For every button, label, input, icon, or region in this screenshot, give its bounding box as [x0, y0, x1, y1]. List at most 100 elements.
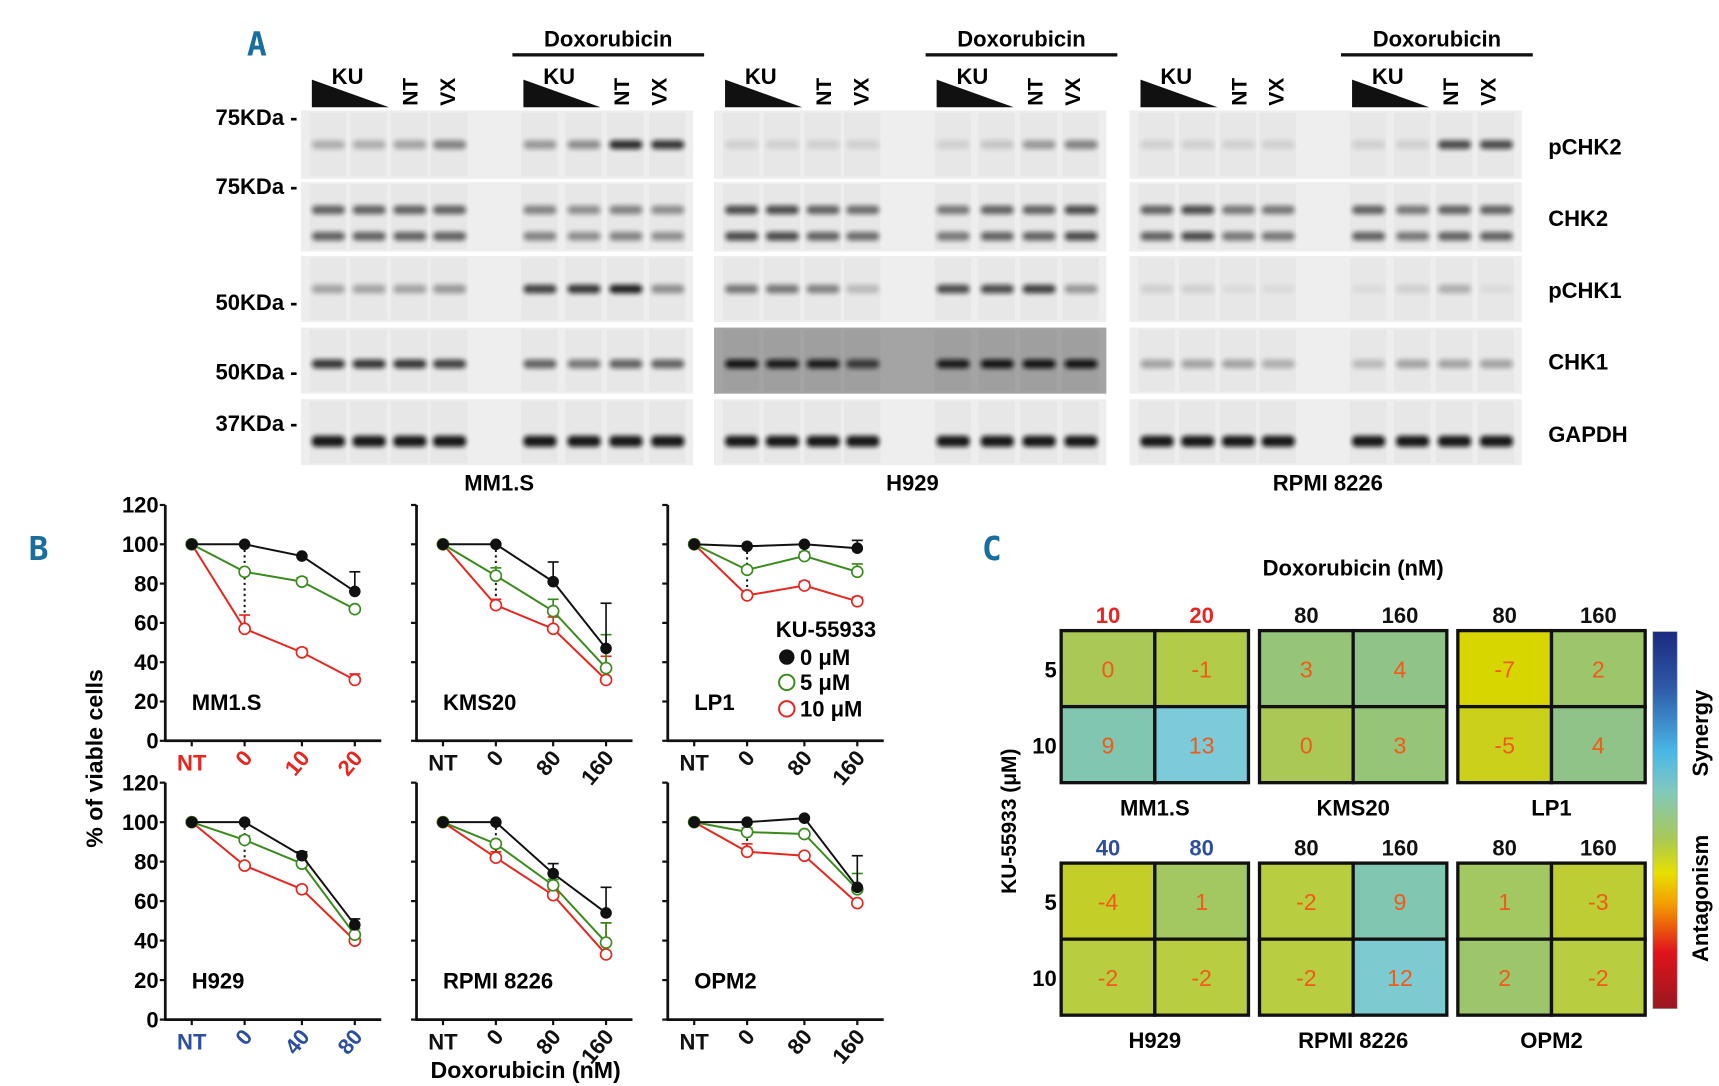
- data-point: [798, 579, 811, 592]
- data-point: [599, 673, 613, 687]
- blot-lane: [1259, 401, 1296, 464]
- x-tick-label: 0: [230, 1024, 257, 1049]
- heatmap-cell: [1257, 628, 1355, 709]
- protein-band: [609, 205, 643, 215]
- protein-band: [846, 359, 880, 369]
- protein-band: [1222, 359, 1256, 369]
- blot-block-h929: KU NT VX KU NT VX Doxorubicin H929: [714, 27, 1118, 496]
- viability-chart-lp1: NT 0 80 160 LP1: [662, 503, 884, 790]
- protein-band: [1396, 231, 1430, 241]
- ku-label: KU: [745, 64, 777, 89]
- protein-band: [725, 359, 759, 369]
- protein-band: [1222, 284, 1256, 294]
- y-tick-label: 20: [134, 689, 159, 714]
- ku-gradient-triangle-icon: [1352, 79, 1430, 108]
- protein-band: [393, 359, 427, 369]
- protein-band: [1022, 359, 1056, 369]
- protein-band: [806, 359, 840, 369]
- heatmap-cell-value: 0: [1102, 656, 1115, 682]
- heatmap-column-label: 80: [1294, 835, 1319, 860]
- legend-entry-10um: 10 μM: [800, 697, 862, 722]
- nt-label: NT: [1440, 78, 1463, 106]
- blot-lane: [1477, 401, 1515, 464]
- protein-band: [651, 140, 685, 150]
- chart-cell-line-label: H929: [192, 969, 245, 994]
- heatmap-cell-value: 3: [1394, 732, 1407, 758]
- heatmap-cell-value: -2: [1296, 965, 1317, 991]
- blot-lane: [607, 401, 644, 464]
- x-tick-label: NT: [177, 751, 207, 776]
- data-point: [185, 538, 198, 551]
- data-point: [348, 928, 362, 942]
- protein-band: [433, 359, 467, 369]
- protein-band: [1479, 359, 1513, 369]
- blot-lane: [350, 401, 387, 464]
- protein-band: [1181, 435, 1215, 447]
- x-tick-label: 160: [576, 746, 619, 790]
- heatmap-cell: [1153, 628, 1251, 709]
- protein-band: [1479, 231, 1513, 241]
- protein-band: [1181, 205, 1215, 215]
- protein-band: [1181, 140, 1215, 150]
- protein-band: [765, 140, 799, 150]
- protein-label-pchk2: pCHK2: [1548, 135, 1621, 160]
- protein-band: [1396, 435, 1430, 447]
- protein-band: [651, 359, 685, 369]
- protein-band: [1261, 359, 1295, 369]
- protein-band: [393, 205, 427, 215]
- heatmap-cell: [1351, 937, 1449, 1017]
- panel-b-viability-charts: % of viable cells Doxorubicin (nM) KU-55…: [81, 493, 884, 1083]
- x-tick-label: 160: [827, 1024, 870, 1068]
- protein-band: [651, 205, 685, 215]
- nt-label: NT: [1228, 78, 1251, 106]
- protein-band: [609, 435, 643, 447]
- heatmap-row-label: 5: [1044, 890, 1056, 915]
- x-tick-label: 80: [531, 746, 566, 781]
- blot-lane: [309, 401, 347, 464]
- protein-band: [1396, 359, 1430, 369]
- heatmap-cell: [1549, 628, 1647, 709]
- heatmap-y-label: KU-55933 (μM): [998, 749, 1021, 894]
- protein-band: [1022, 435, 1056, 447]
- data-point: [740, 845, 754, 859]
- data-point: [851, 881, 864, 894]
- data-point: [238, 565, 251, 579]
- blot-block-rpmi-8226: KU NT VX KU NT VX Doxorubicin RPMI 8226: [1129, 27, 1533, 496]
- x-tick-label: NT: [428, 751, 458, 776]
- data-point: [547, 575, 559, 588]
- blot-lane: [722, 401, 760, 464]
- blot-lane: [804, 401, 841, 464]
- x-tick-label: 0: [733, 1024, 760, 1049]
- y-tick-label: 80: [134, 849, 159, 874]
- protein-band: [433, 435, 467, 447]
- protein-band: [393, 231, 427, 241]
- series-line-5um: [191, 821, 356, 936]
- series-line-0um: [191, 543, 356, 593]
- mw-marker: 37KDa -: [216, 411, 298, 436]
- protein-band: [1222, 140, 1256, 150]
- protein-band: [393, 140, 427, 150]
- x-tick-label: 20: [333, 746, 368, 781]
- protein-band: [1396, 284, 1430, 294]
- x-tick-label: 0: [230, 746, 257, 771]
- y-tick-label: 40: [134, 650, 159, 675]
- heatmap-cell-value: 4: [1394, 656, 1407, 682]
- cell-line-label: RPMI 8226: [1273, 471, 1383, 496]
- heatmap-cell-value: 3: [1300, 656, 1313, 682]
- series-line-10um: [442, 821, 607, 956]
- heatmap-cell-value: 12: [1387, 965, 1413, 991]
- data-point: [490, 816, 502, 828]
- blot-lane: [1062, 401, 1099, 464]
- chart-cell-line-label: MM1.S: [192, 690, 262, 715]
- protein-band: [806, 435, 840, 447]
- protein-band: [1064, 140, 1098, 150]
- protein-band: [1140, 359, 1174, 369]
- data-point: [489, 851, 503, 865]
- mw-marker: 50KDa -: [216, 359, 298, 384]
- heatmap-cell: [1153, 704, 1251, 785]
- protein-band: [806, 284, 840, 294]
- protein-band: [1261, 284, 1295, 294]
- protein-band: [846, 284, 880, 294]
- panel-label-b: B: [29, 529, 49, 568]
- protein-band: [1064, 284, 1098, 294]
